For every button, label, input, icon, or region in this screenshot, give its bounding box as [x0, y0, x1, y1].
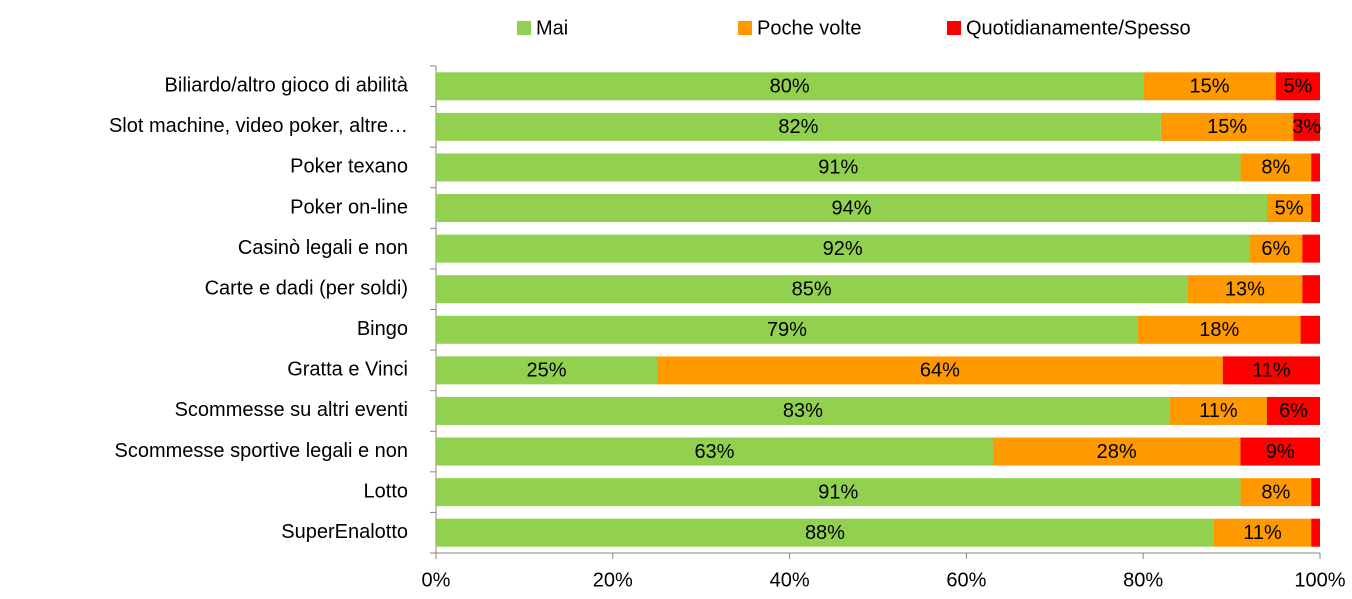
category-label: Scommesse su altri eventi	[175, 399, 408, 421]
bar-segment	[1187, 275, 1303, 304]
data-label: 94%	[831, 197, 871, 219]
bar-segment	[1240, 437, 1320, 466]
bar-segment	[1311, 153, 1320, 182]
category-label: Poker texano	[290, 156, 408, 178]
data-label: 8%	[1261, 481, 1290, 503]
category-label: Poker on-line	[290, 196, 408, 218]
bar-segment	[1311, 194, 1320, 223]
bar-segment	[436, 194, 1267, 223]
data-label: 88%	[805, 522, 845, 544]
x-tick-label: 0%	[422, 569, 451, 591]
data-label: 5%	[1275, 197, 1304, 219]
data-label: 91%	[818, 157, 858, 179]
data-label: 28%	[1097, 441, 1137, 463]
bar-segment	[436, 478, 1241, 507]
bar-segment	[992, 437, 1241, 466]
bar-segment	[1302, 275, 1320, 304]
data-label: 3%	[1292, 116, 1321, 138]
bar-segment	[1249, 234, 1303, 263]
data-label: 9%	[1266, 441, 1295, 463]
data-label: 85%	[792, 278, 832, 300]
data-label: 6%	[1261, 238, 1290, 260]
data-label: 13%	[1225, 278, 1265, 300]
bar-segment	[436, 112, 1161, 141]
x-tick-label: 60%	[946, 569, 986, 591]
data-label: 92%	[823, 238, 863, 260]
data-label: 5%	[1283, 76, 1312, 98]
category-label: Scommesse sportive legali e non	[115, 440, 408, 462]
data-label: 6%	[1279, 400, 1308, 422]
category-label: Biliardo/altro gioco di abilità	[165, 75, 409, 97]
data-label: 63%	[694, 441, 734, 463]
data-label: 8%	[1261, 157, 1290, 179]
bar-segment	[1311, 478, 1320, 507]
data-label: 15%	[1189, 76, 1229, 98]
data-label: 80%	[770, 76, 810, 98]
data-label: 79%	[767, 319, 807, 341]
bar-segment	[436, 518, 1214, 547]
data-label: 25%	[526, 360, 566, 382]
data-label: 18%	[1199, 319, 1239, 341]
category-label: Bingo	[357, 318, 408, 340]
legend-swatch	[738, 21, 752, 35]
bar-segment	[1302, 234, 1320, 263]
bar-segment	[436, 234, 1250, 263]
bar-segment	[436, 153, 1241, 182]
bar-segment	[1240, 478, 1312, 507]
bar-segment	[436, 356, 657, 385]
bar-segment	[1222, 356, 1320, 385]
bar-segment	[1266, 194, 1312, 223]
bar-segment	[1293, 112, 1320, 141]
legend-label: Mai	[536, 17, 568, 39]
bar-segment	[1240, 153, 1312, 182]
x-tick-label: 20%	[593, 569, 633, 591]
data-label: 15%	[1207, 116, 1247, 138]
legend-swatch	[947, 21, 961, 35]
legend-swatch	[517, 21, 531, 35]
data-label: 83%	[783, 400, 823, 422]
data-label: 91%	[818, 481, 858, 503]
category-label: Slot machine, video poker, altre…	[109, 115, 408, 137]
category-label: SuperEnalotto	[281, 521, 408, 543]
bar-segment	[1300, 315, 1320, 344]
bar-segment	[1169, 396, 1267, 425]
data-label: 11%	[1243, 522, 1282, 544]
bar-segment	[436, 396, 1170, 425]
data-label: 11%	[1252, 360, 1291, 382]
bar-segment	[436, 437, 993, 466]
data-label: 11%	[1199, 400, 1238, 422]
bar-segment	[436, 275, 1188, 304]
bar-segment	[657, 356, 1223, 385]
bar-segment	[1266, 396, 1320, 425]
bar-segment	[1137, 315, 1301, 344]
x-tick-label: 40%	[770, 569, 810, 591]
category-label: Lotto	[364, 480, 408, 502]
category-label: Carte e dadi (per soldi)	[205, 277, 408, 299]
x-tick-label: 80%	[1123, 569, 1163, 591]
legend-label: Quotidianamente/Spesso	[966, 17, 1191, 39]
data-label: 82%	[778, 116, 818, 138]
bar-segment	[436, 315, 1138, 344]
x-tick-label: 100%	[1294, 569, 1345, 591]
legend-label: Poche volte	[757, 17, 862, 39]
category-label: Casinò legali e non	[238, 237, 408, 259]
bar-segment	[1213, 518, 1312, 547]
bar-segment	[1143, 72, 1276, 101]
data-label: 64%	[920, 360, 960, 382]
bar-segment	[1275, 72, 1320, 101]
bar-segment	[1160, 112, 1294, 141]
category-label: Gratta e Vinci	[287, 359, 408, 381]
bar-segment	[1311, 518, 1320, 547]
bar-segment	[436, 72, 1144, 101]
